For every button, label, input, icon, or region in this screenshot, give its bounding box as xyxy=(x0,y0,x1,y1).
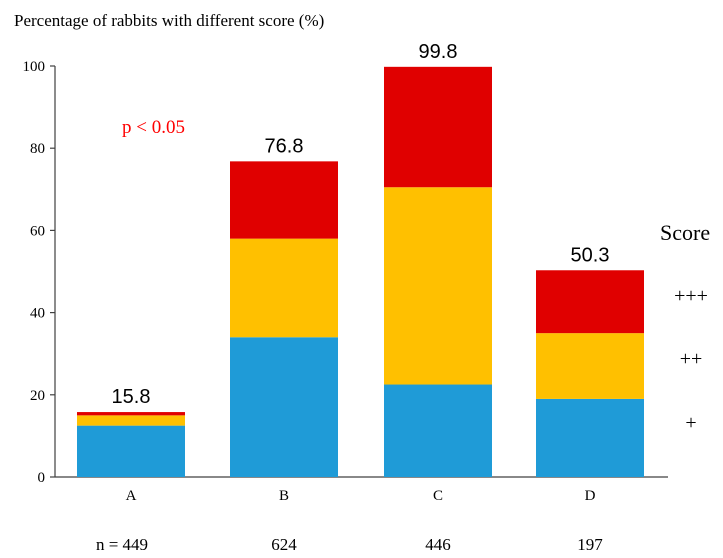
n-label: 446 xyxy=(425,535,451,554)
n-label: 197 xyxy=(577,535,603,554)
y-tick-label: 20 xyxy=(30,388,45,404)
x-tick-label: B xyxy=(279,488,289,504)
bar-D-plus-plus-plus xyxy=(536,270,644,334)
y-tick-label: 0 xyxy=(38,470,46,486)
bar-A-plus-plus xyxy=(77,415,185,426)
total-label: 15.8 xyxy=(112,386,151,408)
total-labels: 15.8 76.8 99.8 50.3 xyxy=(112,41,610,408)
bar-A-plus xyxy=(77,425,185,477)
bar-D-plus xyxy=(536,398,644,477)
y-ticks: 0 20 40 60 80 100 xyxy=(23,59,55,486)
bar-C-plus-plus xyxy=(384,187,492,385)
n-labels: n = 449 624 446 197 xyxy=(96,535,603,554)
x-tick-labels: A B C D xyxy=(126,488,596,504)
bar-B-plus-plus-plus xyxy=(230,161,338,239)
x-tick-label: A xyxy=(126,488,137,504)
legend-item: + xyxy=(685,412,696,434)
bar-B-plus xyxy=(230,337,338,477)
y-tick-label: 80 xyxy=(30,141,45,157)
x-tick-label: C xyxy=(433,488,443,504)
total-label: 76.8 xyxy=(265,135,304,157)
bar-A-plus-plus-plus xyxy=(77,412,185,416)
bar-C-plus xyxy=(384,384,492,477)
legend-title: Score xyxy=(660,220,710,245)
n-label: n = 449 xyxy=(96,535,148,554)
total-label: 99.8 xyxy=(419,41,458,63)
legend-item: ++ xyxy=(680,348,703,370)
bar-B-plus-plus xyxy=(230,238,338,338)
chart-title: Percentage of rabbits with different sco… xyxy=(14,11,324,30)
bar-D-plus-plus xyxy=(536,333,644,399)
bars xyxy=(77,66,644,477)
legend: Score ++++++ xyxy=(660,220,710,434)
n-label: 624 xyxy=(271,535,297,554)
y-tick-label: 40 xyxy=(30,306,45,322)
y-tick-label: 100 xyxy=(23,59,46,75)
x-tick-label: D xyxy=(585,488,596,504)
bar-C-plus-plus-plus xyxy=(384,66,492,188)
legend-item: +++ xyxy=(674,285,708,307)
p-value-annotation: p < 0.05 xyxy=(122,117,185,138)
total-label: 50.3 xyxy=(571,244,610,266)
y-tick-label: 60 xyxy=(30,223,45,239)
